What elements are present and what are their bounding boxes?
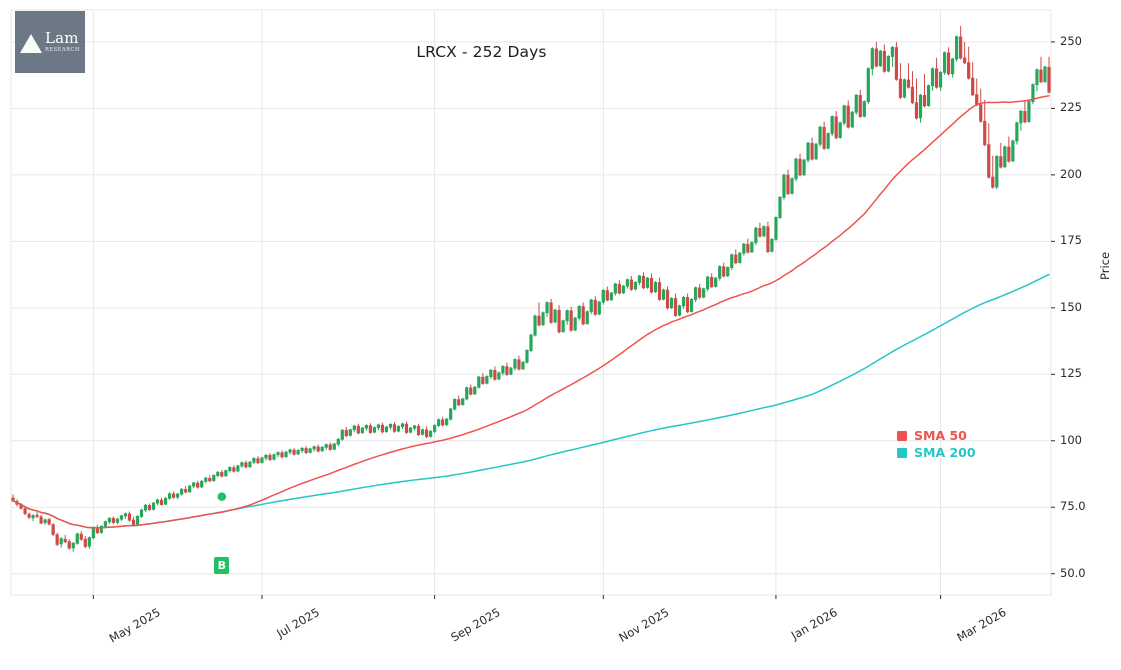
y-axis-tick-label: 75.0 bbox=[1060, 499, 1086, 514]
y-axis-tick-label: 175 bbox=[1060, 233, 1082, 248]
legend-swatch-sma50 bbox=[897, 430, 907, 441]
logo-name: Lam bbox=[44, 29, 79, 48]
lam-research-logo: Lam RESEARCH bbox=[15, 11, 85, 73]
buy-signal-marker[interactable]: B bbox=[214, 557, 230, 575]
legend-label-sma200: SMA 200 bbox=[914, 445, 976, 460]
y-axis-tick-label: 150 bbox=[1060, 299, 1082, 314]
legend-item-sma200[interactable]: SMA 200 bbox=[897, 444, 976, 461]
chart-title-text: LRCX - 252 Days bbox=[416, 43, 547, 61]
chart-legend: SMA 50 SMA 200 bbox=[897, 427, 976, 461]
chart-title: LRCX - 252 Days bbox=[0, 43, 1121, 61]
y-axis-tick-label: 100 bbox=[1060, 432, 1082, 447]
y-axis-tick-label: 125 bbox=[1060, 366, 1082, 381]
y-axis-tick-label: 200 bbox=[1060, 166, 1082, 181]
legend-swatch-sma200 bbox=[897, 447, 907, 458]
logo-subtitle: RESEARCH bbox=[44, 46, 80, 53]
y-axis-label: Price bbox=[1098, 251, 1112, 280]
legend-label-sma50: SMA 50 bbox=[914, 428, 967, 443]
logo-wordmark: Lam RESEARCH bbox=[45, 31, 80, 53]
logo-mark: Lam RESEARCH bbox=[19, 31, 80, 53]
y-axis-tick-label: 225 bbox=[1060, 100, 1082, 115]
y-axis-tick-label: 250 bbox=[1060, 33, 1082, 48]
y-axis-tick-label: 50.0 bbox=[1060, 565, 1086, 580]
legend-item-sma50[interactable]: SMA 50 bbox=[897, 427, 976, 444]
triangle-icon bbox=[19, 33, 42, 53]
